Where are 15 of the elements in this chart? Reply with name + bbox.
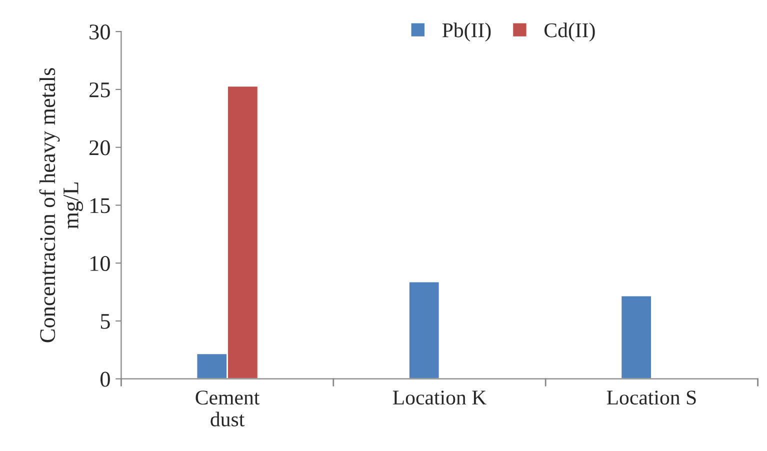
y-tick-label: 10 — [90, 256, 110, 272]
y-tick-label: 5 — [100, 314, 110, 329]
y-axis-title: Concentracion of heavy metals mg/L — [39, 68, 83, 342]
y-tick-label: 30 — [90, 24, 110, 40]
legend-label: Cd(II) — [544, 22, 595, 42]
y-tick-label: 15 — [90, 198, 110, 214]
y-tick-label: 0 — [100, 372, 110, 387]
x-tick-label: Location S — [606, 390, 696, 405]
bar — [408, 280, 440, 379]
y-tick-label: 25 — [90, 82, 110, 98]
legend-label: Pb(II) — [442, 22, 491, 42]
bar — [620, 294, 652, 379]
y-tick-label: 20 — [90, 140, 110, 156]
x-tick-label: Cement dust — [196, 390, 260, 426]
x-tick-label: Location K — [392, 390, 486, 405]
